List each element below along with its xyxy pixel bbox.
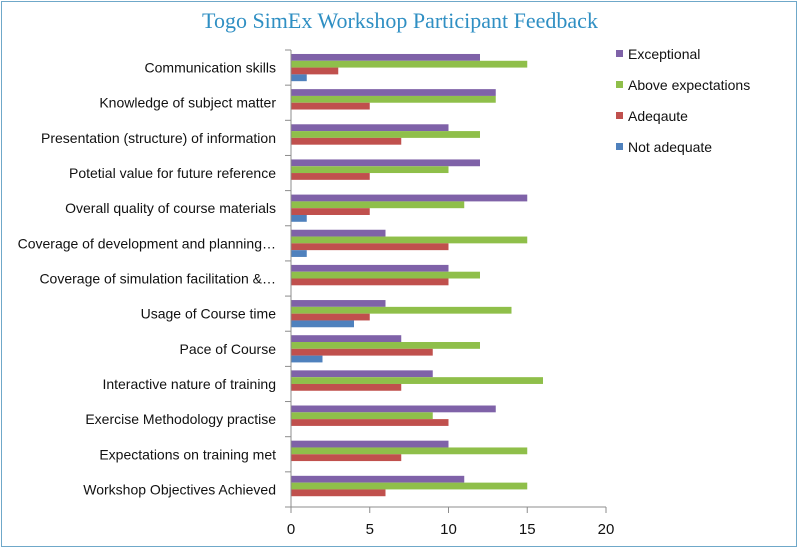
x-tick-label: 0 [287,521,295,538]
category-label: Presentation (structure) of information [41,130,276,146]
bar-adeqaute-6 [291,278,449,286]
bar-exceptional-7 [291,300,386,307]
bar-exceptional-8 [291,335,402,343]
bar-adeqaute-9 [291,383,402,391]
bar-above-expectations-0 [291,60,528,68]
category-label: Interactive nature of training [102,376,276,392]
bar-above-expectations-12 [291,482,528,490]
bar-exceptional-1 [291,89,496,96]
legend: Exceptional Above expectations Adeqaute Not… [616,46,750,155]
legend-label: Above expectations [628,77,750,93]
bar-adeqaute-0 [291,67,339,75]
bar-adeqaute-4 [291,208,370,215]
bar-exceptional-10 [291,405,496,413]
bar-adeqaute-1 [291,102,370,110]
x-tick-label: 20 [598,521,615,538]
bar-not-adequate-0 [291,74,307,82]
category-label: Exercise Methodology practise [85,411,276,427]
category-label: Expectations on training met [99,446,276,462]
bar-above-expectations-6 [291,271,480,279]
bar-above-expectations-1 [291,95,496,103]
category-label: Potetial value for future reference [69,165,276,181]
bar-exceptional-6 [291,264,449,272]
x-tick-label: 10 [440,521,457,538]
category-label: Coverage of simulation facilitation &… [39,271,276,287]
bar-above-expectations-7 [291,306,512,314]
bar-exceptional-2 [291,124,449,132]
legend-swatch-exceptional [616,50,623,57]
chart-title: Togo SimEx Workshop Participant Feedback [202,8,598,33]
bar-above-expectations-11 [291,447,528,455]
bar-adeqaute-8 [291,348,433,356]
legend-label: Exceptional [628,46,700,62]
category-label: Communication skills [145,60,276,76]
bar-adeqaute-7 [291,313,370,321]
bar-exceptional-5 [291,229,386,237]
bar-above-expectations-5 [291,236,528,244]
bar-adeqaute-10 [291,419,449,426]
bar-adeqaute-12 [291,489,386,497]
bar-not-adequate-8 [291,355,323,363]
bar-exceptional-11 [291,440,449,448]
x-tick-label: 5 [366,521,374,538]
bar-exceptional-0 [291,53,480,61]
bar-exceptional-9 [291,370,433,378]
bar-not-adequate-5 [291,250,307,257]
bar-above-expectations-9 [291,377,543,384]
bar-exceptional-3 [291,159,480,167]
bar-adeqaute-5 [291,243,449,251]
bar-adeqaute-2 [291,137,402,145]
bar-above-expectations-10 [291,412,433,420]
bar-above-expectations-2 [291,131,480,138]
bar-not-adequate-7 [291,320,354,328]
axes-group [285,49,607,513]
bar-adeqaute-3 [291,173,370,180]
legend-label: Adeqaute [628,108,688,124]
category-labels: Communication skills Knowledge of subject… [18,60,277,498]
legend-label: Not adequate [628,139,712,155]
bar-not-adequate-4 [291,214,307,222]
legend-swatch-above-expectations [616,81,623,88]
category-label: Coverage of development and planning… [18,235,276,251]
legend-swatch-not-adequate [616,143,623,150]
bar-adeqaute-11 [291,454,402,462]
category-label: Workshop Objectives Achieved [83,481,276,497]
x-tick-label: 15 [519,521,536,538]
bar-exceptional-12 [291,475,465,483]
bar-above-expectations-3 [291,166,449,174]
legend-swatch-adeqaute [616,112,623,119]
category-label: Pace of Course [180,341,277,357]
category-label: Overall quality of course materials [65,200,276,216]
bar-exceptional-4 [291,194,528,202]
category-label: Usage of Course time [141,306,277,322]
tick-labels: 0 5 10 15 20 [287,521,615,538]
bars-group [291,53,543,497]
category-label: Knowledge of subject matter [99,95,276,111]
bar-above-expectations-4 [291,201,465,209]
bar-above-expectations-8 [291,342,480,349]
